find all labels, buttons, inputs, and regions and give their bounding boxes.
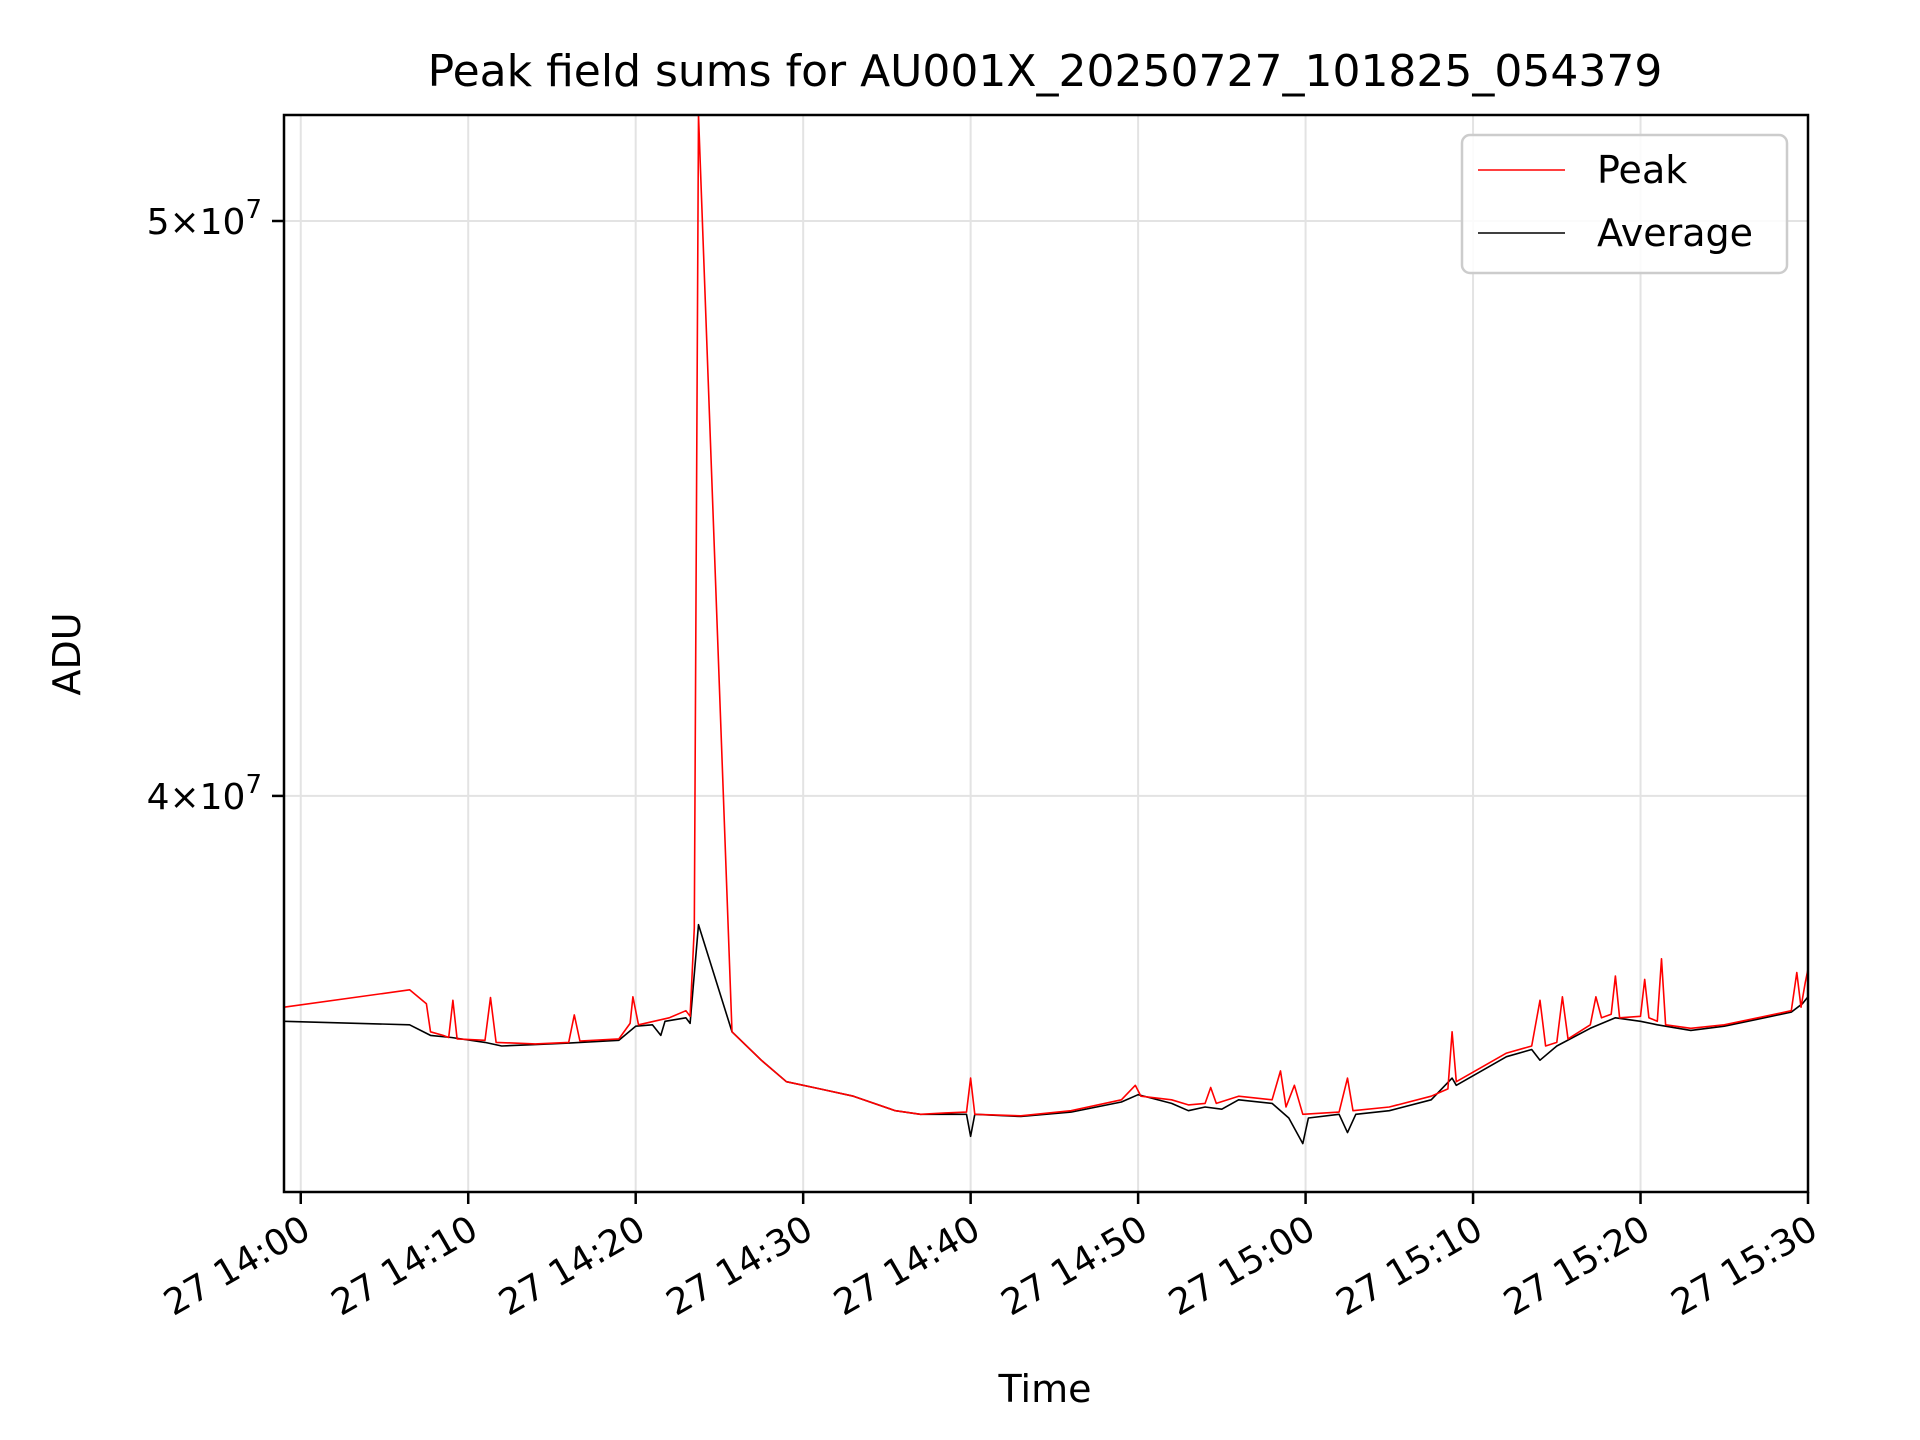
y-tick-label: 5×107 bbox=[147, 195, 262, 243]
series-line-peak bbox=[283, 114, 1809, 1117]
legend-label-peak: Peak bbox=[1597, 148, 1687, 192]
plot-frame bbox=[282, 113, 1810, 1194]
y-tick-label: 4×107 bbox=[147, 770, 262, 818]
y-axis: 4×107 5×107 bbox=[147, 195, 284, 818]
legend-label-average: Average bbox=[1597, 211, 1753, 255]
series-layer bbox=[283, 114, 1809, 1145]
chart-title: Peak field sums for AU001X_20250727_1018… bbox=[428, 46, 1663, 97]
legend: Peak Average bbox=[1460, 133, 1789, 275]
y-axis-label: ADU bbox=[45, 612, 89, 695]
x-axis-label: Time bbox=[998, 1367, 1092, 1411]
series-line-average bbox=[283, 923, 1809, 1145]
